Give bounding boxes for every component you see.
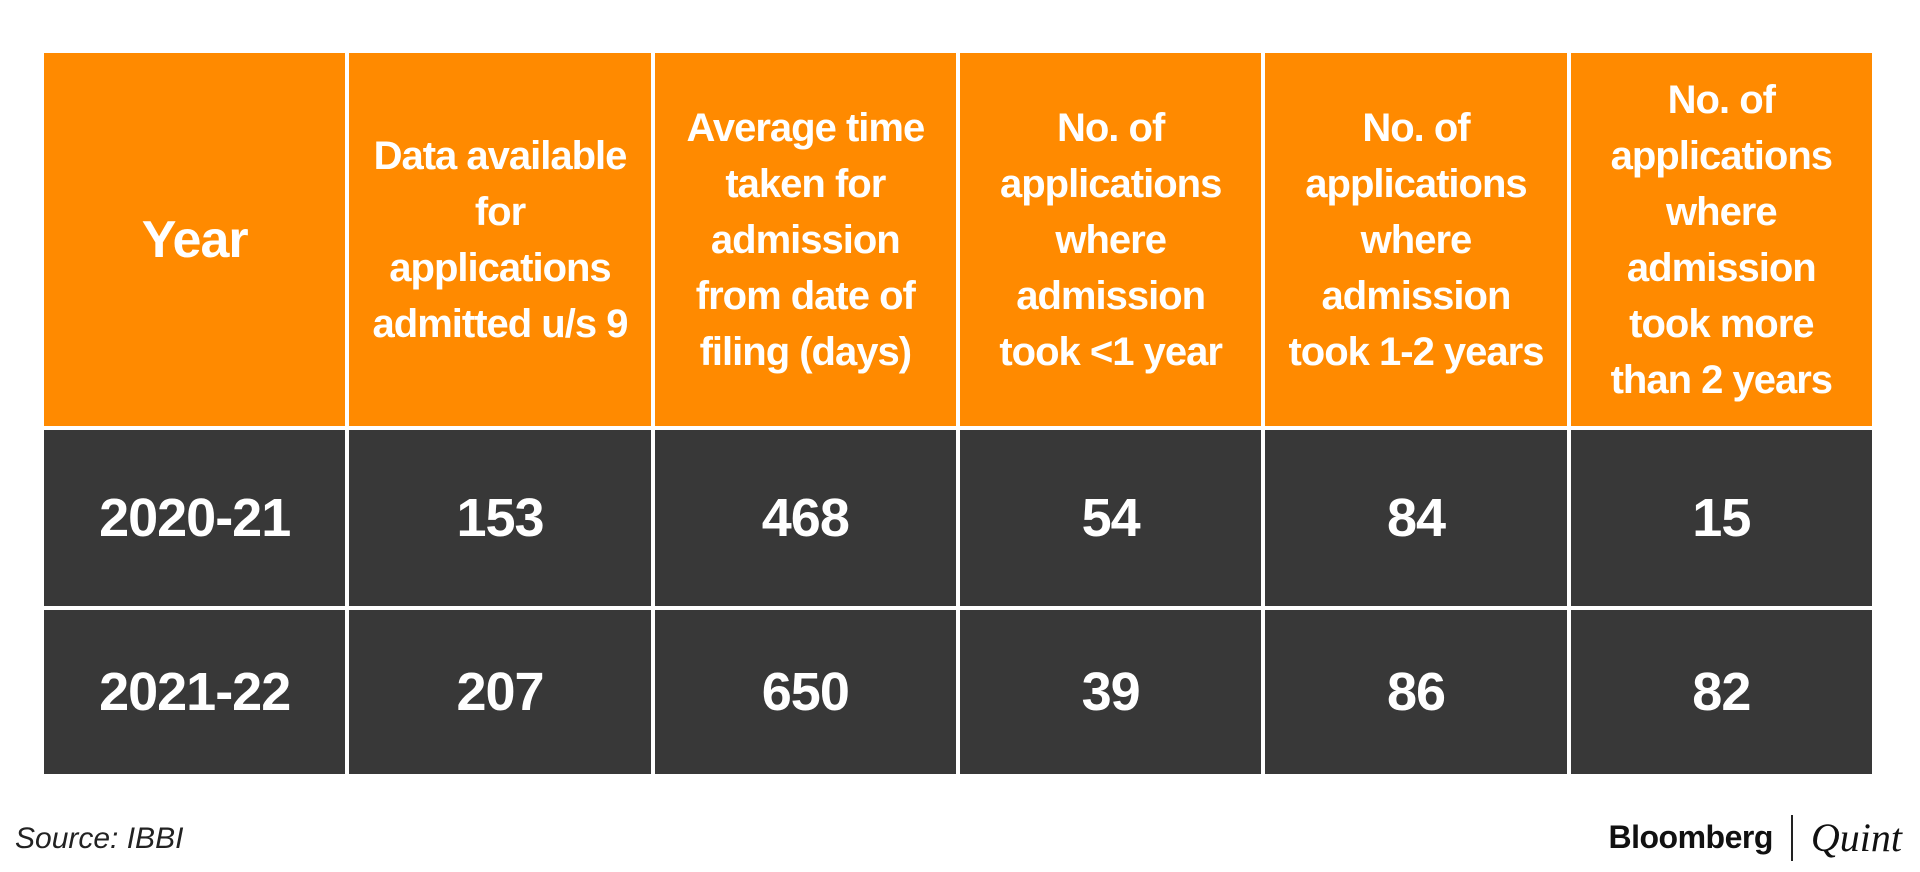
logo-brand: Bloomberg [1608,819,1773,855]
table-cell-year: 2020-21 [44,430,346,606]
table-cell-year: 2021-22 [44,610,346,774]
data-table-wrapper: Year Data available for applications adm… [44,53,1880,774]
table-cell-1-2-years: 84 [1265,430,1567,606]
table-cell-average-time: 650 [654,610,956,774]
bloomberg-quint-logo: Bloomberg Quint [1608,814,1902,861]
table-cell-more-than-2-years: 15 [1570,430,1872,606]
table-row: 2021-22 207 650 39 86 82 [44,610,1872,774]
column-header-average-time: Average time taken for admission from da… [654,53,956,426]
table-cell-less-than-1-year: 54 [959,430,1262,606]
table-cell-more-than-2-years: 82 [1570,610,1872,774]
table-cell-1-2-years: 86 [1265,610,1567,774]
logo-divider [1790,814,1793,861]
column-header-1-2-years: No. of applications where admission took… [1265,53,1567,426]
column-header-data-available: Data available for applications admitted… [349,53,651,426]
table-cell-average-time: 468 [654,430,956,606]
table-header-row: Year Data available for applications adm… [44,53,1872,426]
table-cell-less-than-1-year: 39 [959,610,1262,774]
logo-sub: Quint [1810,815,1902,860]
table-row: 2020-21 153 468 54 84 15 [44,430,1872,606]
column-header-year: Year [44,53,346,426]
data-table: Year Data available for applications adm… [40,49,1876,778]
table-cell-data-available: 153 [349,430,651,606]
table-cell-data-available: 207 [349,610,651,774]
column-header-less-than-1-year: No. of applications where admission took… [959,53,1262,426]
source-note: Source: IBBI [15,822,184,855]
column-header-more-than-2-years: No. of applications where admission took… [1570,53,1872,426]
